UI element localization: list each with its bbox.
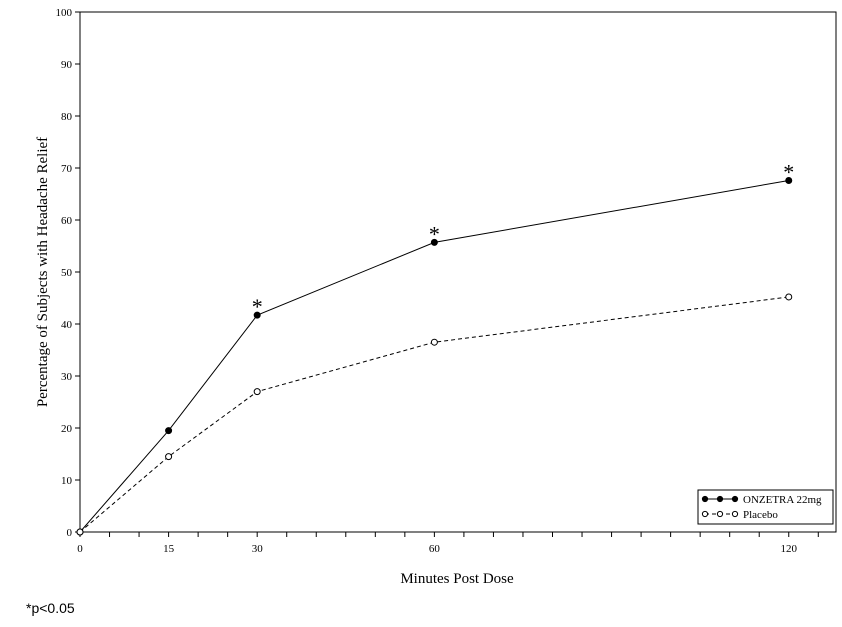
significance-marker: * [783,159,794,184]
data-point [430,338,438,346]
plot-area [79,11,837,533]
legend: ONZETRA 22mg Placebo [697,489,834,525]
y-tick-label: 50 [61,267,73,279]
data-point [785,176,793,184]
x-tick-label: 120 [781,543,798,555]
x-axis-ticks: 0 15 30 60 120 [77,532,819,555]
legend-marker [716,495,724,503]
significance-marker: * [429,221,440,246]
y-tick-label: 40 [61,319,73,331]
footnote: *p<0.05 [26,600,75,616]
legend-box [697,489,834,525]
y-tick-label: 70 [61,163,73,175]
y-tick-label: 20 [61,423,73,435]
y-axis-label: Percentage of Subjects with Headache Rel… [35,137,51,407]
data-point [785,293,793,301]
data-point [253,388,261,396]
y-tick-label: 30 [61,371,73,383]
data-point [165,427,173,435]
y-tick-label: 100 [56,7,73,19]
y-tick-label: 0 [67,527,73,539]
legend-marker [716,510,724,518]
x-tick-label: 30 [252,543,264,555]
x-tick-label: 15 [163,543,175,555]
data-point [430,238,438,246]
y-tick-label: 60 [61,215,73,227]
y-axis-ticks: 0 10 20 30 40 50 60 70 80 90 100 [56,7,80,539]
data-point [165,453,173,461]
data-point [76,528,84,536]
x-tick-label: 0 [77,543,83,555]
y-tick-label: 90 [61,59,73,71]
x-tick-label: 60 [429,543,441,555]
legend-marker [731,495,739,503]
annotations: * * * [252,159,795,319]
legend-label: ONZETRA 22mg [743,494,822,506]
series-line-1 [79,296,789,533]
series-layer [76,176,793,536]
y-tick-label: 80 [61,111,73,123]
x-axis-label: Minutes Post Dose [400,571,514,587]
legend-marker [701,510,709,518]
legend-label: Placebo [743,509,778,521]
y-tick-label: 10 [61,475,73,487]
significance-marker: * [252,294,263,319]
legend-marker [731,510,739,518]
data-point [253,311,261,319]
legend-marker [701,495,709,503]
